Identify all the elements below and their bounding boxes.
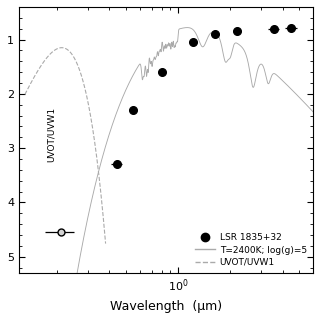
Text: UVOT/UVW1: UVOT/UVW1 bbox=[47, 107, 56, 162]
X-axis label: Wavelength  (μm): Wavelength (μm) bbox=[110, 300, 222, 313]
Legend: LSR 1835+32, T=2400K; log(g)=5, UVOT/UVW1: LSR 1835+32, T=2400K; log(g)=5, UVOT/UVW… bbox=[193, 232, 308, 268]
